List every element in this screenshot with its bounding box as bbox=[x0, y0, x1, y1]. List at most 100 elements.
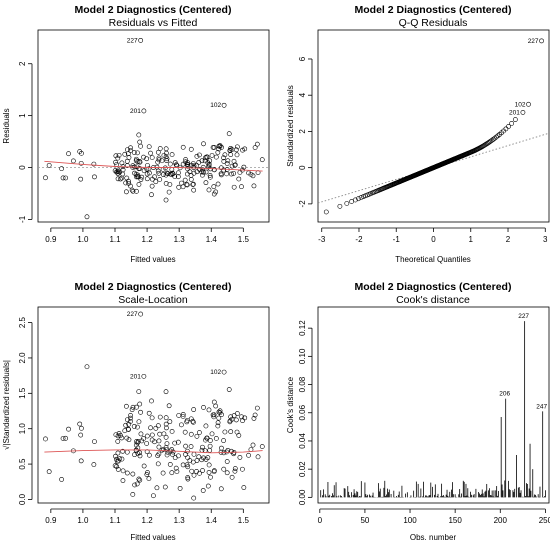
data-point bbox=[197, 470, 202, 476]
data-point bbox=[213, 403, 219, 409]
data-point bbox=[59, 476, 64, 482]
data-point bbox=[194, 458, 200, 463]
data-point bbox=[172, 440, 178, 446]
x-tick-label: 150 bbox=[448, 516, 462, 525]
data-point bbox=[191, 419, 196, 425]
data-point bbox=[209, 431, 215, 437]
data-point bbox=[217, 408, 223, 414]
point-label: 227 bbox=[127, 37, 138, 44]
data-point bbox=[174, 469, 180, 475]
data-point bbox=[123, 422, 129, 428]
data-point bbox=[172, 160, 178, 166]
data-point bbox=[135, 440, 140, 446]
outlier-point bbox=[221, 102, 227, 108]
data-point bbox=[46, 469, 52, 475]
data-point bbox=[163, 434, 169, 440]
panel-subtitle: Cook's distance bbox=[396, 294, 470, 306]
data-point bbox=[146, 410, 152, 416]
data-point bbox=[226, 387, 232, 392]
x-tick-label: 1.0 bbox=[77, 235, 89, 244]
data-point bbox=[136, 132, 142, 138]
data-point bbox=[114, 458, 120, 464]
data-point bbox=[149, 155, 155, 161]
data-point bbox=[156, 451, 162, 457]
data-point bbox=[512, 117, 518, 122]
data-point bbox=[128, 148, 133, 153]
data-point bbox=[115, 155, 121, 161]
data-point bbox=[122, 428, 128, 434]
data-point bbox=[228, 145, 234, 151]
data-point bbox=[63, 175, 69, 181]
data-point bbox=[176, 453, 181, 459]
y-axis-label: Residuals bbox=[2, 108, 11, 143]
data-point bbox=[145, 470, 150, 475]
data-point bbox=[228, 171, 234, 177]
data-point bbox=[134, 188, 139, 194]
plot-frame bbox=[37, 306, 270, 504]
data-point bbox=[180, 161, 186, 167]
data-point bbox=[493, 134, 499, 140]
data-point bbox=[207, 174, 213, 180]
data-point bbox=[119, 435, 125, 441]
data-point bbox=[176, 184, 182, 190]
y-tick-label: 0.06 bbox=[298, 404, 307, 420]
data-point bbox=[175, 174, 181, 180]
data-point bbox=[177, 485, 183, 491]
data-point bbox=[169, 447, 175, 452]
data-point bbox=[203, 155, 208, 161]
data-point bbox=[200, 164, 206, 170]
x-tick-label: 1.1 bbox=[109, 235, 121, 244]
x-tick-label: 1.3 bbox=[174, 235, 186, 244]
data-point bbox=[191, 181, 196, 187]
data-point bbox=[215, 150, 221, 155]
y-tick-label: 0.0 bbox=[18, 493, 27, 505]
data-point bbox=[154, 485, 160, 491]
y-tick-label: -1 bbox=[18, 215, 27, 223]
data-point bbox=[84, 214, 90, 220]
data-point bbox=[157, 177, 163, 182]
panel-title: Model 2 Diagnostics (Centered) bbox=[75, 4, 232, 16]
y-tick-label: 0.12 bbox=[298, 320, 307, 336]
data-point bbox=[149, 415, 155, 421]
x-tick-label: 1.4 bbox=[206, 516, 218, 525]
data-point bbox=[124, 175, 130, 181]
data-point bbox=[200, 444, 205, 450]
data-point bbox=[46, 162, 52, 168]
data-point bbox=[201, 405, 206, 410]
data-point bbox=[92, 439, 97, 445]
data-point bbox=[79, 425, 84, 431]
data-point bbox=[114, 456, 119, 462]
data-point bbox=[118, 176, 123, 182]
data-point bbox=[239, 414, 244, 420]
data-point bbox=[254, 141, 260, 147]
data-point bbox=[119, 456, 125, 462]
data-point bbox=[91, 161, 97, 167]
data-point bbox=[231, 170, 237, 176]
data-point bbox=[132, 452, 137, 458]
data-point bbox=[194, 153, 200, 159]
panel-subtitle: Scale-Location bbox=[118, 294, 188, 306]
data-point bbox=[196, 160, 202, 165]
data-point bbox=[188, 177, 194, 182]
data-point bbox=[185, 160, 191, 166]
data-point bbox=[149, 437, 155, 443]
data-point bbox=[155, 168, 161, 174]
data-point bbox=[136, 389, 142, 394]
data-point bbox=[128, 145, 133, 151]
data-point bbox=[216, 415, 222, 421]
data-point bbox=[156, 155, 162, 161]
y-tick-label: 0.00 bbox=[298, 489, 307, 505]
data-point bbox=[169, 470, 175, 476]
y-tick-label: 0 bbox=[298, 165, 307, 170]
data-point bbox=[239, 184, 244, 190]
data-point bbox=[112, 168, 118, 174]
data-point bbox=[228, 152, 234, 158]
point-label: 102 bbox=[210, 369, 221, 376]
data-point bbox=[130, 163, 136, 169]
data-point bbox=[167, 161, 173, 167]
data-point bbox=[150, 493, 156, 499]
data-point bbox=[134, 439, 139, 444]
data-point bbox=[136, 476, 142, 482]
data-point bbox=[91, 462, 97, 467]
